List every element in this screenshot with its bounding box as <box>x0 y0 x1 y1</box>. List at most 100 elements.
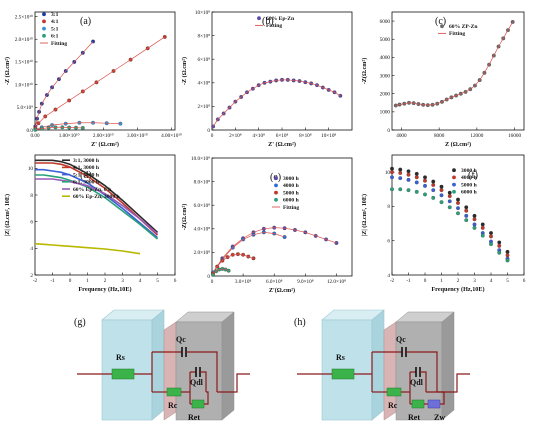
legend-label: Fitting <box>51 41 67 47</box>
legend-label: Fitting <box>283 205 299 211</box>
data-point <box>414 171 419 176</box>
data-point <box>464 205 469 210</box>
y-tick-label: 4×10⁸ <box>197 81 210 87</box>
series-6000-h <box>390 187 510 263</box>
y-tick-label: 2×10⁸ <box>197 104 210 110</box>
panel-label: (f) <box>468 170 478 181</box>
wire-out <box>217 373 250 393</box>
legend-swatch <box>452 182 456 187</box>
series-5000-h <box>390 175 510 261</box>
legend-label: 60% Ep-Zn, 0 h <box>73 187 112 193</box>
data-point <box>390 187 394 192</box>
series-4-1 <box>33 35 167 131</box>
x-tick-label: 6 <box>523 278 526 284</box>
x-tick-label: 4 <box>139 278 142 284</box>
legend-label: 3:1 <box>51 12 59 18</box>
x-tick-label: 5 <box>506 278 509 284</box>
legend-label: Fitting <box>266 23 282 29</box>
y-tick-label: 10.0×10⁸ <box>191 156 210 162</box>
x-tick-label: -1 <box>50 278 55 284</box>
legend-label: 60% ZP-Zn <box>449 24 478 30</box>
series-6000-h <box>211 266 231 277</box>
data-point <box>505 253 510 258</box>
y-tick-label: 4 <box>30 246 33 252</box>
x-axis-label: Z' (Ω.cm²) <box>268 141 296 148</box>
legend-label: 60% Ep-Zn, 3000 h <box>73 194 121 200</box>
y-tick-label: 0 <box>387 128 390 134</box>
rs-resistor <box>111 368 135 380</box>
data-point <box>480 222 485 227</box>
wire <box>426 391 445 405</box>
x-tick-label: 12000 <box>470 133 483 139</box>
y-axis-label: -Z(Ω.cm²) <box>181 204 188 231</box>
x-tick-label: 0 <box>211 279 214 285</box>
data-point <box>398 176 403 181</box>
circuit-label-qc: Qc <box>396 335 406 344</box>
plot-frame <box>34 154 176 276</box>
data-point <box>447 205 452 210</box>
plot-frame <box>211 157 353 277</box>
y-tick-label: 0 <box>207 274 210 280</box>
chart-panel-2: 0 2×10⁸ 4×10⁸ 6×10⁸ 8×10⁸ 10×10⁸ 0 2×10⁸ 4×10⁸ 6×… <box>181 10 353 148</box>
series-4-1-3000-h <box>35 162 159 236</box>
x-tick-label: 16000 <box>508 133 521 139</box>
data-point <box>390 175 394 180</box>
series-60-ZP-Zn <box>393 20 515 108</box>
x-tick-label: 2 <box>457 278 460 284</box>
fitting-line <box>212 268 229 276</box>
panel-label: (h) <box>294 317 306 328</box>
x-tick-label: 8000 <box>434 133 445 139</box>
y-tick-label: 6 <box>387 239 390 245</box>
data-point <box>464 213 469 218</box>
legend-swatch <box>452 189 456 194</box>
plot-frame <box>391 11 525 131</box>
legend-label: 3:1, 3000 h <box>73 158 100 164</box>
legend-label: 5000 h <box>461 182 478 188</box>
wire <box>420 371 427 392</box>
series-5-1 <box>33 120 123 132</box>
circuit-label-qdl: Qdl <box>190 378 204 387</box>
series-line <box>34 242 141 255</box>
legend: 3:1, 3000 h4:1, 3000 h5:1, 3000 h 6:1, 30… <box>62 158 121 200</box>
x-tick-label: 4×10⁸ <box>252 133 265 139</box>
series-3000-h <box>390 166 510 254</box>
y-axis-label: -Z (Ω.cm²) <box>4 57 11 85</box>
y-tick-label: 8×10⁸ <box>197 33 210 39</box>
y-tick-label: 0.0 <box>27 128 34 134</box>
x-tick-label: 2 <box>104 278 107 284</box>
y-tick-label: 1000 <box>380 110 391 116</box>
x-tick-label: 6×10⁸ <box>276 133 289 139</box>
legend-label: 6000 h <box>283 198 300 204</box>
y-tick-label: 3000 <box>380 73 391 79</box>
series-60-Ep-Zn-0-h <box>35 178 159 235</box>
rs-resistor <box>331 368 355 380</box>
x-tick-label: 8×10⁸ <box>299 133 312 139</box>
circuit-g: Rs Qc Qdl Rc Ret (g) <box>74 309 250 422</box>
circuit-label-ret: Ret <box>408 413 420 422</box>
x-tick-label: 3 <box>121 278 124 284</box>
y-tick-label: 4000 <box>380 55 391 61</box>
panel-label: (b) <box>262 16 274 27</box>
x-tick-label: 5 <box>156 278 159 284</box>
y-tick-label: 2.0×10⁸ <box>194 250 211 256</box>
y-axis-label: -Z (Ω.cm²) <box>181 57 188 85</box>
x-axis-label: Z'(Ω.cm²) <box>269 287 295 294</box>
y-axis-label: |Z| (Ω.cm², 10E) <box>361 194 368 236</box>
data-point <box>431 183 436 187</box>
data-point <box>439 200 444 205</box>
data-point <box>472 222 477 227</box>
series-line <box>35 178 159 235</box>
legend-label: 4000 h <box>461 175 478 181</box>
data-point <box>505 249 510 254</box>
data-point <box>423 192 427 197</box>
zw-element <box>427 399 441 409</box>
legend-label: 4:1, 3000 h <box>73 165 100 171</box>
y-tick-label: 2.5×10¹⁰ <box>15 14 33 20</box>
legend-label: 3000 h <box>283 176 300 182</box>
data-point <box>398 171 403 175</box>
x-tick-label: 3.0×10⁸ <box>235 279 252 285</box>
x-tick-label: -1 <box>406 278 411 284</box>
